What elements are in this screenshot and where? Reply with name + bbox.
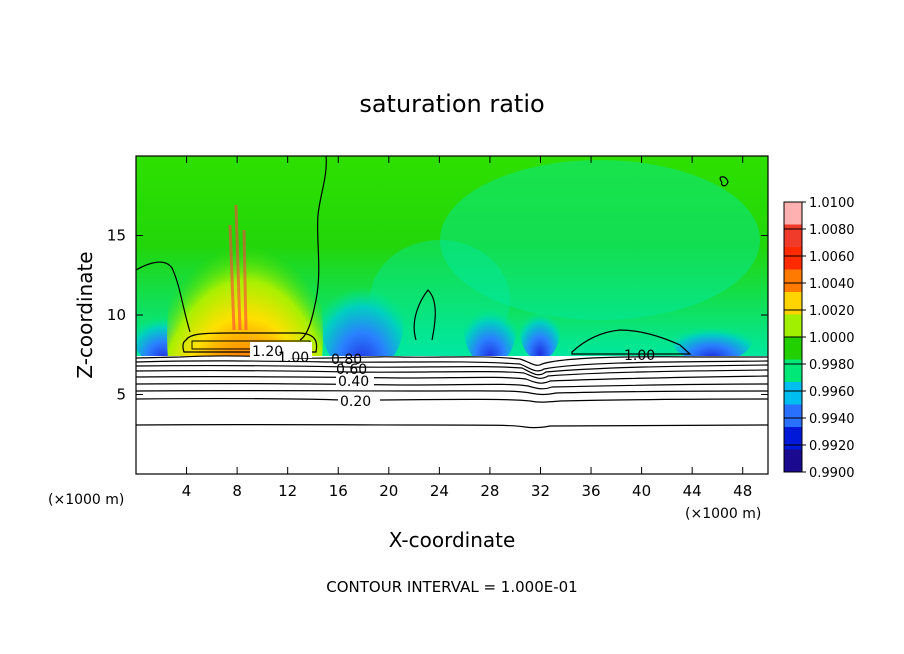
colorbar-label: 0.9940 [809,412,855,427]
colorbar-swatch [784,337,802,360]
colorbar-swatch [784,247,802,270]
colorbar-label: 0.9920 [809,439,855,454]
colorbar-label: 1.0080 [809,223,855,238]
colorbar-swatch [784,269,802,293]
colorbar-label: 1.0100 [809,196,855,211]
colorbar-swatch [784,292,802,315]
contour-0.30 [136,389,768,396]
x-tick-label: 4 [182,482,192,500]
contour-1.00 [719,176,729,187]
plot-area: 1.20 1.00 0.80 0.60 0.40 0.20 1.00 [136,156,768,474]
contour-label-1.20: 1.20 [252,344,283,360]
contour-0.50 [136,375,768,384]
contour-labels: 1.20 1.00 0.80 0.60 0.40 0.20 1.00 [250,342,655,410]
x-tick-label: 24 [430,482,449,500]
subsaturated-region [320,265,404,375]
colorbar-swatch [784,427,802,450]
cyan-patch [440,160,760,320]
x-axis: 4 8 12 16 20 24 28 32 36 40 44 48 [182,156,752,500]
colorbar-label: 1.0040 [809,277,855,292]
contour-label-0.40: 0.40 [338,374,369,390]
x-tick-label: 48 [733,482,752,500]
contour-label-1.00: 1.00 [278,350,309,366]
colorbar-label: 1.0020 [809,304,855,319]
colorbar-label: 0.9960 [809,385,855,400]
colorbar-swatch [784,202,802,225]
x-tick-label: 32 [531,482,550,500]
contour-0.80 [136,360,768,372]
y-axis-label: Z-coordinate [73,251,97,378]
contour-1.00 [413,289,436,341]
x-tick-label: 40 [632,482,651,500]
subsaturated-region [672,318,752,362]
contour-1.20 [182,332,318,353]
x-tick-label: 28 [480,482,499,500]
x-tick-label: 36 [581,482,600,500]
chart-title: saturation ratio [359,90,544,118]
x-tick-label: 12 [278,482,297,500]
colorbar-swatch [784,449,802,473]
x-tick-label: 44 [683,482,702,500]
contour-label-0.20: 0.20 [340,394,371,410]
x-unit-left: (×1000 m) [48,492,124,508]
colorbar-label: 0.9900 [809,466,855,481]
contour-1.00 [571,329,692,355]
y-axis: 5 10 15 [107,227,768,404]
colorbar-swatch [784,224,802,248]
contour-0.10 [136,423,768,429]
colorbar-label: 1.0060 [809,250,855,265]
contour-label-0.80: 0.80 [331,352,362,368]
colorbar-swatch [784,359,802,383]
x-tick-label: 8 [232,482,242,500]
colorbar-swatch [784,314,802,338]
subsaturated-region [464,295,516,365]
x-tick-label: 20 [379,482,398,500]
contour-label-1.00: 1.00 [624,348,655,364]
contour-0.40 [136,382,768,390]
subsaturated-region [520,300,560,360]
contour-0.20 [136,397,768,403]
contour-1.00 [136,156,327,341]
contour-0.70 [136,364,768,376]
x-unit-right: (×1000 m) [685,506,761,522]
contour-interval-note: CONTOUR INTERVAL = 1.000E-01 [326,578,577,596]
colorbar-swatch [784,382,802,405]
y-tick-label: 15 [107,227,126,245]
colorbar-label: 1.0000 [809,331,855,346]
contour-0.60 [136,369,768,379]
x-axis-label: X-coordinate [389,528,516,552]
y-tick-label: 5 [116,386,126,404]
plume-streaks [228,204,248,331]
colorbar-label: 0.9980 [809,358,855,373]
x-tick-label: 16 [329,482,348,500]
colorbar: 1.0100 1.0080 1.0060 1.0040 1.0020 1.0000 0.99… [783,196,855,481]
colorbar-swatch [784,404,802,428]
lower-region [136,356,768,474]
y-tick-label: 10 [107,306,126,324]
